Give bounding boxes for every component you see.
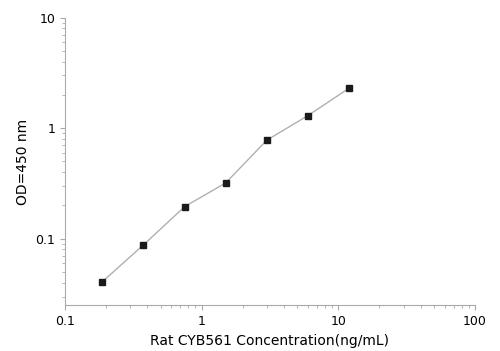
Y-axis label: OD=450 nm: OD=450 nm [16,118,30,205]
X-axis label: Rat CYB561 Concentration(ng/mL): Rat CYB561 Concentration(ng/mL) [150,334,390,347]
